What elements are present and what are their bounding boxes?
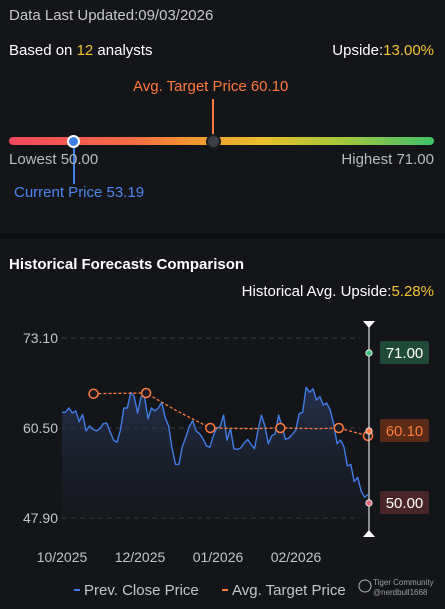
avg-target-stem [212, 99, 214, 135]
close-price-line [62, 386, 369, 498]
avg-target-point [88, 388, 99, 399]
price-range-gauge [9, 137, 434, 145]
current-price-marker [67, 135, 80, 148]
high-target-badge-dot [365, 349, 373, 357]
avg-target-point [140, 387, 152, 399]
historical-upside-text: Historical Avg. Upside:5.28% [242, 283, 434, 300]
x-tick-label: 01/2026 [193, 549, 244, 565]
avg-target-badge [380, 419, 429, 442]
x-tick-label: 12/2025 [115, 549, 166, 565]
historical-forecasts-title: Historical Forecasts Comparison [9, 256, 245, 273]
historical-upside-value: 5.28% [391, 283, 434, 300]
avg-target-point [333, 422, 345, 434]
avg-target-badge-dot [365, 427, 373, 435]
upside-text: Upside:13.00% [332, 42, 434, 59]
avg-target-point [205, 422, 216, 434]
high-target-badge-text: 71.00 [386, 345, 424, 362]
low-target-badge [380, 491, 429, 514]
data-updated-text: Data Last Updated:09/03/2026 [9, 7, 214, 24]
legend-avg-target: Avg. Target Price [232, 582, 346, 599]
watermark-line2: @nerdbull1668 [373, 588, 428, 597]
y-tick-label: 73.10 [23, 330, 58, 346]
lowest-target-label: Lowest 50.00 [9, 151, 99, 168]
current-price-label: Current Price 53.19 [14, 184, 145, 201]
y-tick-label: 47.90 [23, 510, 58, 526]
avg-target-badge-text: 60.10 [386, 423, 424, 440]
x-tick-label: 10/2025 [37, 549, 88, 565]
close-price-area [62, 387, 368, 518]
avg-target-marker [206, 134, 221, 149]
current-price-stem [73, 148, 75, 184]
tiger-logo-icon [358, 579, 372, 593]
avg-target-line [93, 392, 369, 437]
community-watermark: Tiger Community @nerdbull1668 [373, 578, 434, 598]
y-tick-label: 60.50 [23, 420, 58, 436]
high-target-badge [380, 341, 429, 364]
analyst-count-text: Based on 12 analysts [9, 42, 152, 59]
x-tick-label: 02/2026 [271, 549, 322, 565]
range-arrow-bottom [363, 530, 375, 537]
highest-target-label: Highest 71.00 [341, 151, 434, 168]
upside-label: Upside: [332, 42, 384, 59]
avg-target-price-label: Avg. Target Price 60.10 [133, 78, 289, 95]
section-divider [0, 233, 445, 239]
analyst-count-value: 12 [76, 42, 94, 59]
low-target-badge-dot [365, 499, 373, 507]
avg-target-point [275, 422, 286, 434]
legend-close-price: Prev. Close Price [84, 582, 199, 599]
historical-upside-label: Historical Avg. Upside: [241, 283, 392, 300]
range-arrow-top [363, 321, 375, 328]
analyst-count-suffix: analysts [93, 42, 153, 59]
upside-value: 13.00% [383, 42, 434, 59]
watermark-line1: Tiger Community [373, 578, 434, 587]
low-target-badge-text: 50.00 [386, 495, 424, 512]
analyst-count-prefix: Based on [9, 42, 77, 59]
